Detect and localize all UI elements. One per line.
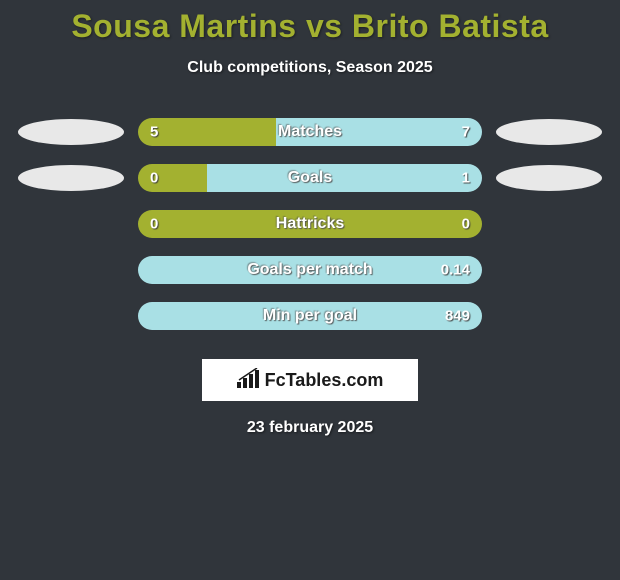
stat-bar: 0.14 Goals per match — [138, 256, 482, 284]
bar-label: Goals — [288, 169, 332, 187]
stat-row: 5 7 Matches — [0, 109, 620, 155]
bar-value-right: 7 — [462, 124, 470, 141]
bar-value-right: 0 — [462, 216, 470, 233]
stat-row: 0 0 Hattricks — [0, 201, 620, 247]
logo-box: FcTables.com — [202, 359, 418, 401]
right-ellipse — [496, 165, 602, 191]
bar-value-right: 0.14 — [441, 262, 470, 279]
page-title: Sousa Martins vs Brito Batista — [0, 0, 620, 45]
stat-bar: 0 0 Hattricks — [138, 210, 482, 238]
bar-value-left: 5 — [150, 124, 158, 141]
bar-value-left: 0 — [150, 170, 158, 187]
stats-rows: 5 7 Matches 0 1 Goals 0 0 Hattricks 0.14 Goals per… — [0, 109, 620, 339]
page-subtitle: Club competitions, Season 2025 — [0, 59, 620, 77]
bar-fill-left — [138, 164, 207, 192]
stat-row: 0.14 Goals per match — [0, 247, 620, 293]
bar-fill-right — [207, 164, 482, 192]
stat-row: 849 Min per goal — [0, 293, 620, 339]
chart-icon — [237, 368, 259, 393]
bar-label: Min per goal — [263, 307, 357, 325]
stat-bar: 0 1 Goals — [138, 164, 482, 192]
stat-bar: 5 7 Matches — [138, 118, 482, 146]
bar-value-left: 0 — [150, 216, 158, 233]
right-ellipse — [496, 119, 602, 145]
stat-row: 0 1 Goals — [0, 155, 620, 201]
bar-label: Hattricks — [276, 215, 344, 233]
left-ellipse — [18, 119, 124, 145]
bar-value-right: 1 — [462, 170, 470, 187]
left-ellipse — [18, 165, 124, 191]
bar-fill-left — [138, 118, 276, 146]
bar-label: Matches — [278, 123, 342, 141]
logo-text: FcTables.com — [265, 370, 384, 391]
bar-value-right: 849 — [445, 308, 470, 325]
bar-label: Goals per match — [247, 261, 372, 279]
date-text: 23 february 2025 — [0, 419, 620, 437]
stat-bar: 849 Min per goal — [138, 302, 482, 330]
